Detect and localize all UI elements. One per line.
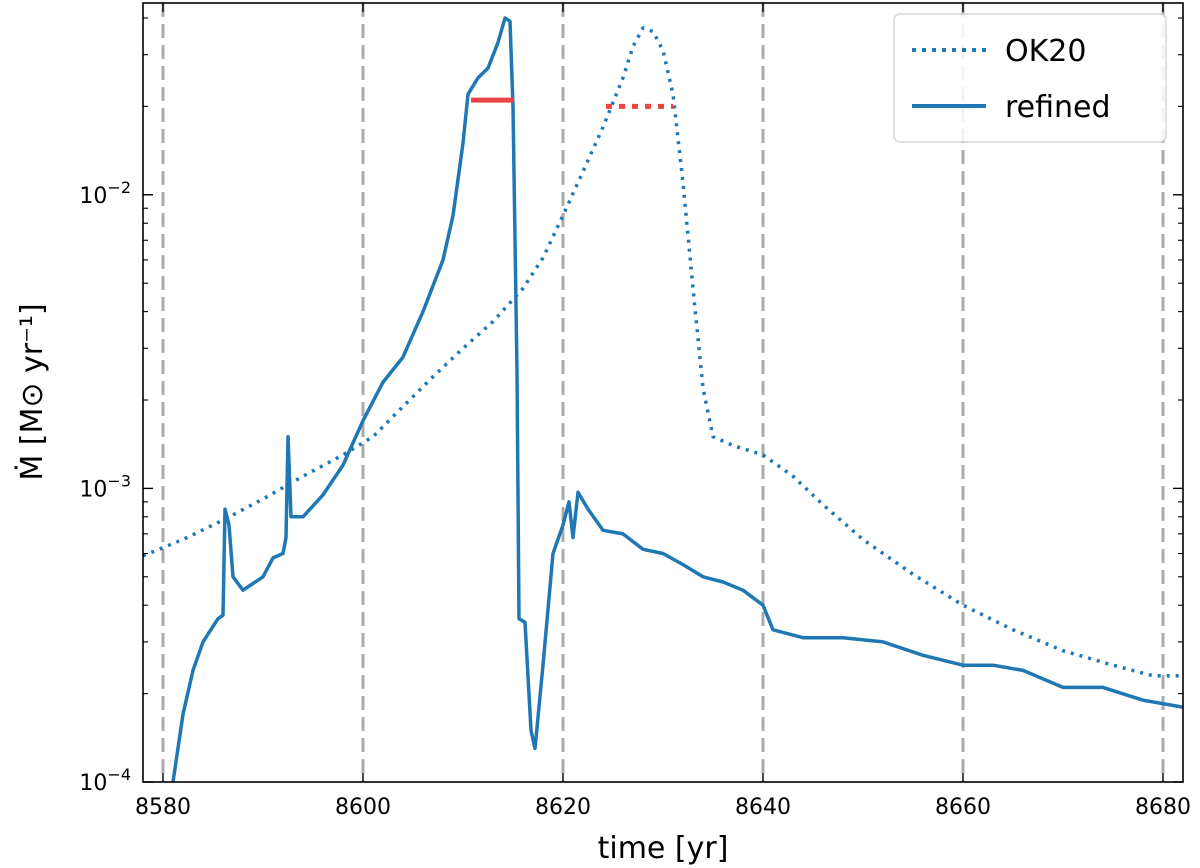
x-tick-label: 8640: [735, 795, 791, 820]
x-tick-label: 8600: [335, 795, 391, 820]
series-line-ok20: [143, 26, 1183, 678]
series-line-refined: [171, 16, 1183, 782]
plot-frame: [142, 2, 1184, 783]
legend-box: [893, 13, 1167, 143]
legend-label-refined: refined: [1005, 90, 1111, 125]
x-tick-label: 8680: [1135, 795, 1191, 820]
legend: OK20 refined: [893, 13, 1167, 143]
x-axis-label: time [yr]: [598, 831, 729, 866]
x-tick-label: 8620: [535, 795, 591, 820]
x-tick-label: 8660: [935, 795, 991, 820]
x-axis: 8580 8600 8620 8640 8660 8680: [135, 3, 1191, 820]
y-tick-label: 10−3: [79, 471, 131, 502]
y-tick-label: 10−2: [79, 178, 131, 209]
x-tick-label: 8580: [135, 795, 191, 820]
marker-layer: [471, 97, 673, 109]
series-layer: [143, 16, 1183, 782]
y-axis-label: Ṁ [M⊙ yr⁻¹]: [14, 303, 50, 480]
y-tick-label: 10−4: [79, 765, 131, 796]
legend-label-ok20: OK20: [1005, 34, 1086, 69]
